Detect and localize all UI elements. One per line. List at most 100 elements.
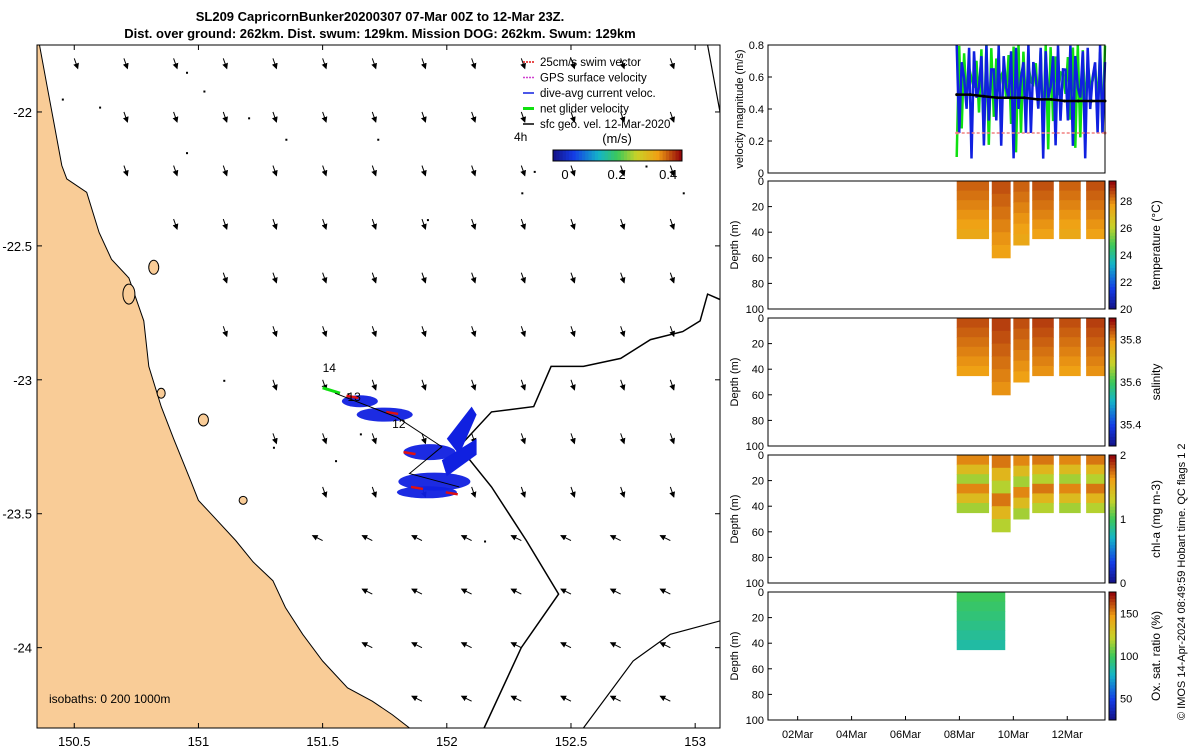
- sfc-vel-arrow: [420, 326, 427, 338]
- reef-dot-9: [521, 192, 524, 195]
- sfc-vel-arrow: [569, 218, 576, 231]
- sfc-vel-arrow: [172, 165, 179, 177]
- sfc-vel-arrow: [669, 433, 676, 445]
- colorbar-cell: [678, 150, 683, 161]
- sfc-vel-arrow: [619, 218, 626, 231]
- sfc-vel-arrow: [669, 486, 676, 498]
- sfc-vel-arrow: [460, 588, 472, 595]
- sfc-vel-arrow: [470, 58, 477, 70]
- reef-dot-4: [186, 152, 189, 155]
- sfc-vel-arrow: [669, 272, 676, 284]
- colorbar-cell: [662, 150, 667, 161]
- sfc-vel-arrow: [122, 58, 129, 70]
- isobath-line: [582, 620, 720, 728]
- sfc-vel-arrow: [669, 218, 676, 231]
- sfc-vel-arrow: [619, 272, 626, 284]
- sfc-vel-arrow: [420, 433, 427, 445]
- sfc-vel-arrow: [321, 58, 328, 70]
- sfc-vel-arrow: [222, 165, 228, 177]
- glider-track: [334, 392, 460, 488]
- sfc-vel-arrow: [420, 379, 427, 391]
- colorbar-cell: [565, 150, 570, 161]
- sfc-vel-arrow: [609, 535, 621, 541]
- colorbar-cell: [569, 150, 573, 161]
- sfc-vel-arrow: [271, 272, 278, 284]
- swim-vector: [346, 394, 359, 400]
- colorbar-cell: [659, 150, 664, 161]
- isobath-line: [458, 293, 720, 728]
- colorbar-cell: [627, 150, 631, 161]
- colorbar-cell: [636, 150, 641, 161]
- reef-dot-10: [533, 170, 536, 173]
- swim-vector: [403, 450, 416, 456]
- reef-dot-15: [359, 433, 362, 436]
- colorbar-cell: [672, 150, 677, 161]
- sfc-vel-arrow: [569, 326, 576, 338]
- sfc-vel-arrow: [371, 486, 377, 498]
- colorbar-cell: [562, 150, 567, 161]
- sfc-vel-arrow: [560, 695, 572, 702]
- y-tick-label: -23.5: [2, 507, 32, 522]
- dive-avg-vector: [441, 438, 477, 477]
- credit-text: © IMOS 14-Apr-2024 08:49:59 Hobart time.…: [1176, 443, 1188, 720]
- colorbar-cell: [601, 150, 606, 161]
- reef-dot-16: [347, 393, 350, 396]
- time-label: 4h: [514, 130, 527, 144]
- sfc-vel-arrow: [510, 642, 522, 649]
- sfc-vel-arrow: [470, 486, 477, 498]
- sfc-vel-arrow: [669, 58, 676, 70]
- sfc-vel-arrow: [371, 379, 377, 391]
- sfc-vel-arrow: [520, 111, 526, 123]
- island-1: [148, 259, 160, 275]
- reef-dot-0: [61, 98, 64, 101]
- x-tick-label: 151: [188, 734, 210, 749]
- day-label: 13: [347, 390, 361, 404]
- colorbar-cell: [630, 150, 635, 161]
- sfc-vel-arrow: [619, 165, 626, 177]
- legend-label: sfc geo. vel. 12-Mar-2020: [540, 119, 670, 131]
- colorbar-cell: [652, 150, 657, 161]
- colorbar-cell: [611, 150, 615, 161]
- sfc-vel-arrow: [609, 642, 621, 649]
- sfc-vel-arrow: [460, 535, 472, 541]
- colorbar-cell: [582, 150, 586, 161]
- colorbar-cell: [588, 150, 593, 161]
- reef-dot-17: [223, 379, 226, 382]
- sfc-vel-arrow: [609, 588, 621, 595]
- colorbar-cell: [640, 150, 644, 161]
- sfc-vel-arrow: [560, 535, 572, 541]
- reef-dot-11: [645, 165, 648, 168]
- sfc-vel-arrow: [619, 111, 626, 123]
- sfc-vel-arrow: [560, 588, 572, 595]
- colorbar-cell: [643, 150, 648, 161]
- legend-label: dive-avg current veloc.: [540, 88, 656, 100]
- sfc-vel-arrow: [520, 433, 526, 445]
- island-2: [197, 413, 209, 427]
- sfc-vel-arrow: [460, 642, 472, 649]
- sfc-vel-arrow: [659, 588, 671, 595]
- swim-vector: [445, 491, 458, 496]
- island-0: [122, 283, 136, 305]
- colorbar-cell: [656, 150, 660, 161]
- sfc-vel-arrow: [520, 486, 526, 498]
- sfc-vel-arrow: [371, 58, 377, 70]
- sfc-vel-arrow: [470, 379, 477, 391]
- sfc-vel-arrow: [222, 111, 228, 123]
- sfc-vel-arrow: [222, 326, 228, 338]
- colorbar-cell: [556, 150, 560, 161]
- colorbar-cell: [594, 150, 599, 161]
- reef-dot-6: [285, 138, 288, 141]
- colorbar-cell: [633, 150, 638, 161]
- reef-dot-14: [335, 460, 338, 463]
- sfc-vel-arrow: [271, 111, 278, 123]
- sfc-vel-arrow: [371, 218, 377, 231]
- reef-dot-7: [377, 138, 380, 141]
- sfc-vel-arrow: [411, 588, 423, 595]
- colorbar-frame: [552, 149, 683, 162]
- reef-dot-1: [99, 106, 102, 109]
- isobath-line: [707, 45, 720, 113]
- sfc-vel-arrow: [172, 111, 179, 123]
- sfc-vel-arrow: [371, 111, 377, 123]
- sfc-vel-arrow: [520, 326, 526, 338]
- sfc-vel-arrow: [122, 165, 129, 177]
